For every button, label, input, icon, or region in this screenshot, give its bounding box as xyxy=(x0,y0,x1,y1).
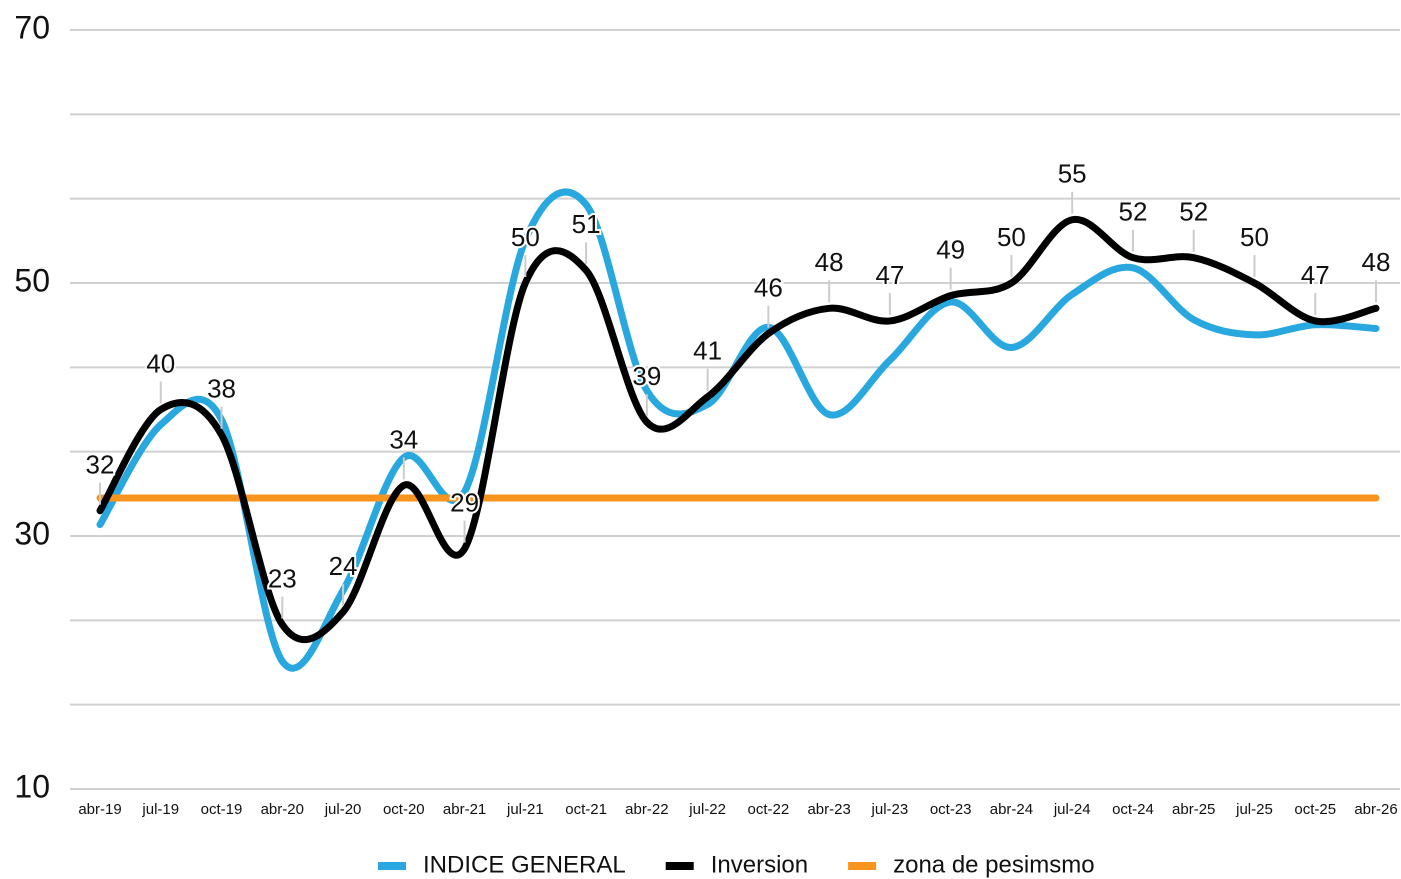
legend-swatch xyxy=(665,862,694,870)
data-label: 40 xyxy=(146,348,175,378)
y-tick-label: 70 xyxy=(14,9,50,45)
data-label: 48 xyxy=(815,247,844,277)
x-tick-label: oct-21 xyxy=(565,801,607,818)
data-label: 50 xyxy=(1240,222,1269,252)
data-label: 32 xyxy=(86,450,115,480)
data-label: 50 xyxy=(997,222,1026,252)
x-tick-label: oct-19 xyxy=(201,801,243,818)
legend-label: INDICE GENERAL xyxy=(423,851,626,878)
y-tick-label: 30 xyxy=(14,515,50,551)
data-label: 29 xyxy=(450,488,479,518)
x-tick-label: jul-19 xyxy=(141,801,179,818)
legend-label: zona de pesimsmo xyxy=(893,851,1094,878)
data-label: 55 xyxy=(1058,159,1087,189)
x-tick-label: abr-24 xyxy=(990,801,1033,818)
x-tick-label: abr-25 xyxy=(1172,801,1215,818)
x-tick-label: jul-22 xyxy=(688,801,726,818)
x-tick-label: abr-26 xyxy=(1354,801,1397,818)
data-label: 51 xyxy=(572,209,601,239)
line-series xyxy=(96,188,1380,672)
data-label: 34 xyxy=(389,424,418,454)
data-label: 49 xyxy=(936,235,965,265)
data-label: 24 xyxy=(329,551,358,581)
data-label: 52 xyxy=(1179,197,1208,227)
data-label: 46 xyxy=(754,272,783,302)
x-tick-label: abr-22 xyxy=(625,801,668,818)
line-series xyxy=(96,216,1380,644)
data-label: 47 xyxy=(1301,260,1330,290)
x-tick-label: oct-25 xyxy=(1294,801,1336,818)
data-label: 23 xyxy=(268,563,297,593)
legend-label: Inversion xyxy=(711,851,808,878)
data-label: 39 xyxy=(632,361,661,391)
x-tick-label: oct-24 xyxy=(1112,801,1154,818)
x-tick-label: jul-20 xyxy=(324,801,362,818)
legend-swatch xyxy=(848,862,877,870)
data-label: 47 xyxy=(875,260,904,290)
x-tick-label: abr-23 xyxy=(807,801,850,818)
x-tick-label: jul-24 xyxy=(1053,801,1091,818)
y-tick-label: 50 xyxy=(14,262,50,298)
x-tick-label: abr-20 xyxy=(261,801,304,818)
y-tick-label: 10 xyxy=(14,768,50,804)
data-label: 41 xyxy=(693,336,722,366)
data-label: 50 xyxy=(511,222,540,252)
x-tick-label: jul-21 xyxy=(506,801,544,818)
x-tick-label: oct-23 xyxy=(930,801,972,818)
data-label: 52 xyxy=(1118,197,1147,227)
x-tick-label: abr-19 xyxy=(78,801,121,818)
legend-swatch xyxy=(378,862,406,870)
data-label: 48 xyxy=(1362,247,1391,277)
data-label: 38 xyxy=(207,374,236,404)
x-tick-label: jul-25 xyxy=(1235,801,1273,818)
x-tick-label: abr-21 xyxy=(443,801,486,818)
x-tick-label: jul-23 xyxy=(871,801,909,818)
x-tick-label: oct-20 xyxy=(383,801,425,818)
x-tick-label: oct-22 xyxy=(748,801,790,818)
